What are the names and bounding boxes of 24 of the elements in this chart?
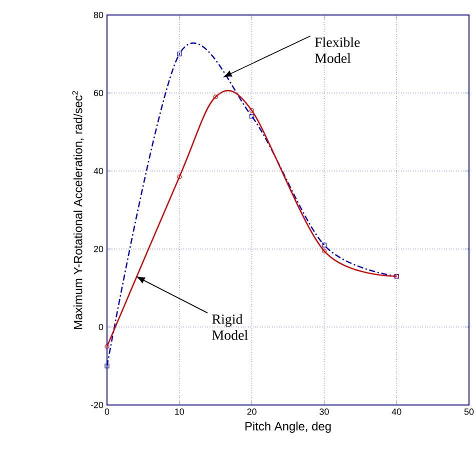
x-tick-label: 10 [175,408,184,415]
point [104,364,110,368]
y-tick-label: 0 [98,324,104,330]
point [213,94,218,100]
x-tick-label: 20 [247,408,256,415]
point [177,174,182,180]
x-axis-title: Pitch Angle, deg [245,422,331,433]
point [250,108,254,113]
point [322,242,326,248]
point [250,114,254,119]
x-tick-label: 50 [464,408,474,415]
point [177,52,182,56]
x-tick-label: 30 [320,408,329,415]
y-tick-label: 20 [94,246,104,252]
y-axis-title: Maximum Y-Rotational Acceleration, rad/sec$^{2}$ [72,91,84,329]
y-tick-label: -20 [90,402,104,408]
annotation: Flexible Model [314,37,360,63]
point [322,248,326,254]
x-tick-label: 0 [104,408,110,415]
x-tick-label: 40 [392,408,402,415]
y-tick-label: 80 [94,12,104,18]
y-tick-label: 60 [94,90,104,96]
y-tick-label: 40 [94,168,104,174]
annotation: Rigid Model [212,314,248,340]
